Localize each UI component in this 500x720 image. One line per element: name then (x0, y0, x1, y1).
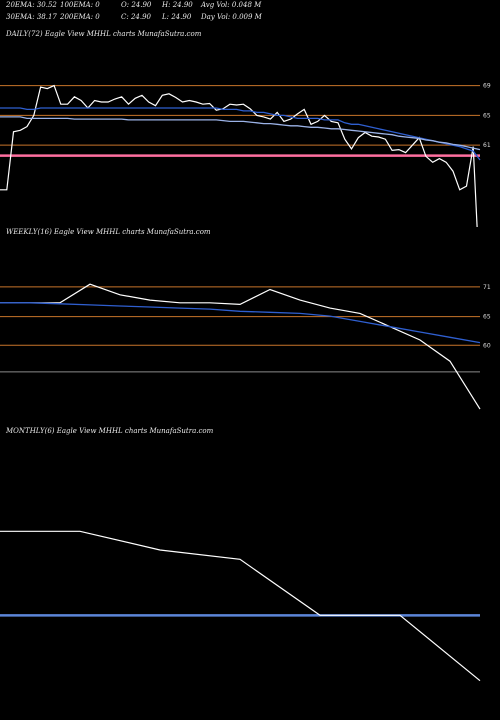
daily-series-line-1 (0, 107, 481, 161)
monthly-chart-title: MONTHLY(6) Eagle View MHHL charts Munafa… (6, 427, 214, 435)
weekly-y-tick-label-2: 60 (483, 342, 491, 349)
daily-chart-title: DAILY(72) Eagle View MHHL charts MunafaS… (6, 30, 202, 38)
ema30-label: 30EMA: 38.17 (6, 13, 57, 21)
daily-y-tick-label-0: 69 (483, 83, 491, 90)
monthly-chart (0, 530, 481, 682)
day-vol-label: Day Vol: 0.009 M (201, 13, 262, 21)
daily-series-line-2 (0, 116, 481, 151)
weekly-series-line-1 (0, 302, 481, 344)
low-label: L: 24.90 (162, 13, 192, 21)
daily-chart: 69 65 61 (0, 83, 491, 227)
ema20-label: 20EMA: 30.52 (6, 1, 57, 9)
monthly-series-line-0 (0, 530, 481, 682)
weekly-chart-title: WEEKLY(16) Eagle View MHHL charts Munafa… (6, 228, 211, 236)
weekly-y-tick-label-1: 65 (483, 314, 491, 321)
high-label: H: 24.90 (162, 1, 193, 9)
daily-y-tick-label-1: 65 (483, 112, 491, 119)
weekly-y-tick-label-0: 71 (483, 284, 491, 291)
ema100-label: 100EMA: 0 (60, 1, 100, 9)
daily-y-tick-label-2: 61 (483, 142, 491, 149)
open-label: O: 24.90 (121, 1, 152, 9)
daily-series-line-0 (0, 84, 478, 227)
close-label: C: 24.90 (121, 13, 151, 21)
weekly-series-line-0 (0, 283, 481, 410)
weekly-chart: 71 65 60 (0, 283, 491, 410)
avg-vol-label: Avg Vol: 0.048 M (201, 1, 262, 9)
ema200-label: 200EMA: 0 (60, 13, 100, 21)
